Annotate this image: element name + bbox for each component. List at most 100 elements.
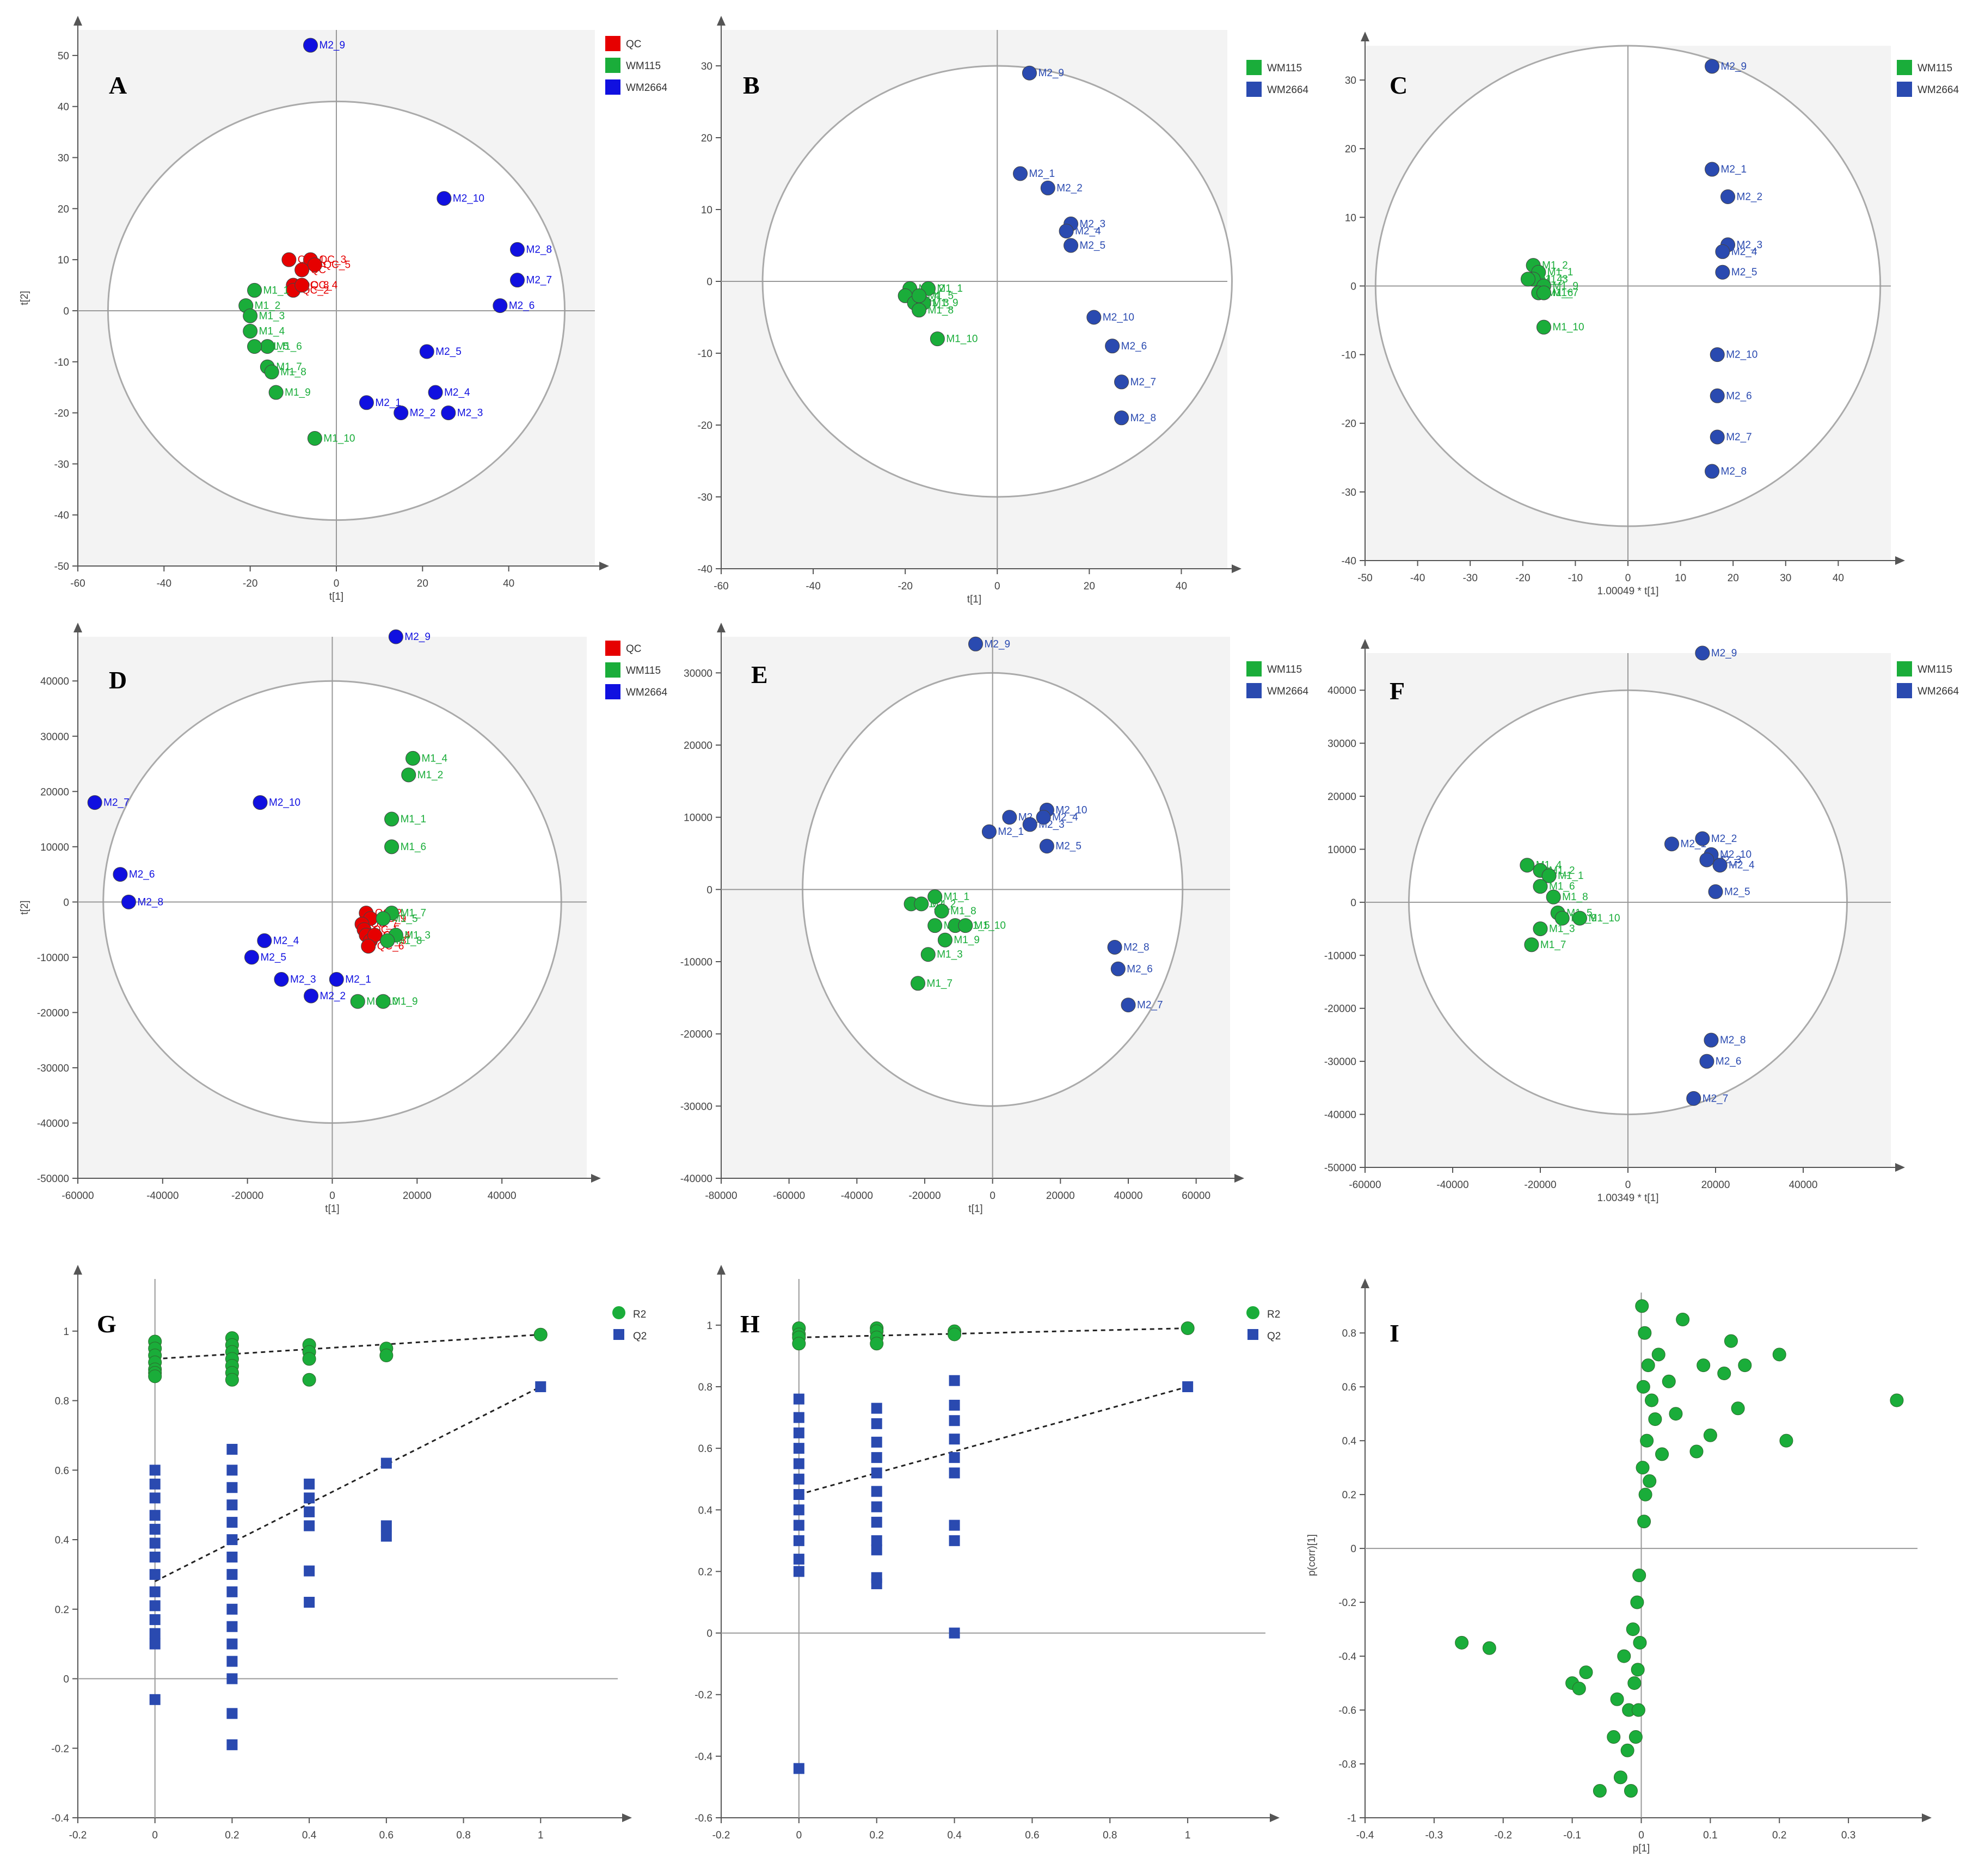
point-label: M2_6 xyxy=(1716,1056,1742,1067)
data-point xyxy=(1455,1635,1469,1650)
data-point xyxy=(927,918,943,933)
y-tick-label: -0.6 xyxy=(1338,1705,1356,1717)
x-tick-label: 0.8 xyxy=(1103,1830,1117,1841)
y-tick-label: -30 xyxy=(54,459,69,470)
x-tick-label: -40000 xyxy=(841,1190,873,1202)
data-point xyxy=(912,288,927,303)
q2-point xyxy=(949,1434,960,1445)
q2-point xyxy=(949,1627,960,1639)
q2-point xyxy=(793,1473,804,1485)
q2-point xyxy=(793,1763,804,1774)
q2-point xyxy=(871,1501,882,1512)
q2-point xyxy=(871,1467,882,1479)
y-tick-label: -20 xyxy=(698,420,712,432)
panel-e: -80000 -60000 -40000 -20000 0 20000 40000 60000… xyxy=(680,623,1308,1215)
y-tick-label: 20 xyxy=(1345,144,1356,155)
legend-swatch xyxy=(1246,661,1262,676)
trend-line-q2 xyxy=(798,1386,1188,1496)
point-label: M1_3 xyxy=(259,310,285,322)
y-tick-label: -0.4 xyxy=(695,1751,712,1763)
legend-label: WM115 xyxy=(626,60,661,72)
data-point xyxy=(264,365,279,380)
x-tick-label: -20000 xyxy=(908,1190,941,1202)
y-tick-label: -50 xyxy=(54,561,69,573)
x-tick-label: 20000 xyxy=(1701,1179,1730,1191)
y-tick-label: -10000 xyxy=(1324,950,1356,962)
x-tick-label: -0.1 xyxy=(1563,1830,1581,1841)
legend-swatch xyxy=(1246,1306,1259,1319)
q2-point xyxy=(793,1458,804,1469)
y-tick-label: -20 xyxy=(54,408,69,420)
q2-point xyxy=(535,1381,546,1392)
y-tick-label: -0.4 xyxy=(51,1813,69,1824)
data-point xyxy=(493,298,508,313)
point-label: M1_10 xyxy=(974,920,1006,932)
q2-point xyxy=(871,1452,882,1463)
q2-point xyxy=(226,1569,238,1580)
data-point xyxy=(1637,1515,1651,1529)
data-point xyxy=(1013,166,1028,181)
x-tick-label: 0.4 xyxy=(947,1830,962,1841)
point-label: M1_4 xyxy=(422,753,448,764)
x-tick-label: -40000 xyxy=(146,1190,179,1202)
x-tick-label: 0 xyxy=(994,581,1000,592)
x-tick-label: -0.4 xyxy=(1356,1830,1374,1841)
x-tick-label: -60 xyxy=(70,578,85,589)
legend-label: QC xyxy=(626,39,642,50)
data-point xyxy=(1110,961,1126,976)
data-point xyxy=(1064,238,1079,253)
q2-point xyxy=(149,1478,161,1490)
x-tick-label: 40 xyxy=(1176,581,1187,592)
point-label: M2_2 xyxy=(1056,182,1083,194)
data-point xyxy=(1705,59,1720,74)
data-point xyxy=(437,191,452,206)
q2-point xyxy=(304,1506,315,1517)
x-tick-label: 60000 xyxy=(1182,1190,1210,1202)
data-point xyxy=(405,751,421,766)
point-label: M1_1 xyxy=(401,814,427,825)
data-point xyxy=(1641,1358,1655,1373)
q2-point xyxy=(149,1638,161,1650)
y-tick-label: 20000 xyxy=(40,786,69,798)
y-tick-label: -40000 xyxy=(680,1173,712,1185)
point-label: M1_10 xyxy=(946,334,978,345)
q2-point xyxy=(949,1535,960,1546)
y-tick-label: -30000 xyxy=(37,1063,69,1074)
q2-point xyxy=(226,1443,238,1455)
panel-h: -0.2 0 0.2 0.4 0.6 0.8 1 -0.6 -0.4 -0.2 0 0.2 0.4 0.6… xyxy=(695,1265,1281,1841)
q2-point xyxy=(871,1418,882,1429)
x-tick-label: -50 xyxy=(1357,573,1372,584)
point-label: M2_4 xyxy=(444,387,470,398)
x-axis-label: t[1] xyxy=(325,1203,339,1215)
x-tick-label: 30 xyxy=(1780,573,1791,584)
point-label: M2_3 xyxy=(290,974,316,985)
point-label: M1_7 xyxy=(1540,939,1566,951)
data-point xyxy=(1114,374,1129,390)
q2-point xyxy=(226,1621,238,1632)
point-label: M1_1 xyxy=(1547,267,1574,278)
panel-letter: D xyxy=(109,666,127,694)
data-point xyxy=(1520,858,1535,873)
legend-label: QC xyxy=(626,643,642,655)
legend-swatch xyxy=(613,1329,624,1340)
point-label: M1_6 xyxy=(1549,881,1575,893)
y-tick-label: 0.4 xyxy=(1342,1436,1357,1447)
x-tick-label: 0 xyxy=(152,1830,158,1841)
y-tick-label: -20000 xyxy=(680,1029,712,1041)
x-tick-label: 40000 xyxy=(1114,1190,1143,1202)
x-tick-label: 20 xyxy=(1728,573,1739,584)
legend-swatch xyxy=(1897,60,1912,75)
y-tick-label: -40 xyxy=(698,564,712,575)
data-point xyxy=(1546,889,1561,905)
data-point xyxy=(1697,1358,1711,1373)
point-label: M2_9 xyxy=(1721,61,1747,72)
data-point xyxy=(1610,1692,1624,1706)
y-tick-label: 0.2 xyxy=(698,1566,712,1578)
point-label: M2_8 xyxy=(1720,1035,1746,1046)
data-point xyxy=(268,385,284,400)
point-label: M1_6 xyxy=(276,341,302,353)
x-tick-label: -40000 xyxy=(1436,1179,1468,1191)
x-axis-label: 1.00049 * t[1] xyxy=(1597,586,1658,597)
point-label: M1_8 xyxy=(928,305,954,316)
panel-letter: F xyxy=(1390,677,1405,705)
